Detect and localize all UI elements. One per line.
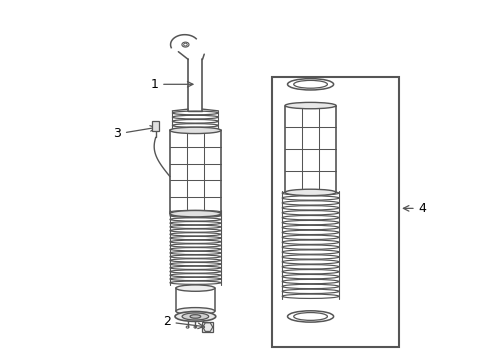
- Ellipse shape: [190, 315, 201, 318]
- Ellipse shape: [288, 311, 334, 322]
- Ellipse shape: [184, 43, 187, 46]
- Text: 2: 2: [163, 315, 204, 329]
- Bar: [271, 77, 399, 347]
- Bar: [152, 121, 159, 131]
- Text: 1: 1: [150, 78, 193, 91]
- Ellipse shape: [176, 285, 215, 291]
- Ellipse shape: [182, 42, 189, 47]
- Ellipse shape: [175, 311, 216, 321]
- Ellipse shape: [182, 313, 209, 320]
- Ellipse shape: [285, 189, 336, 195]
- Ellipse shape: [294, 80, 327, 88]
- Ellipse shape: [294, 312, 327, 320]
- Text: 3: 3: [113, 126, 156, 140]
- Ellipse shape: [176, 307, 215, 315]
- Ellipse shape: [170, 127, 221, 134]
- Bar: [202, 322, 213, 332]
- Ellipse shape: [288, 78, 334, 90]
- Text: 4: 4: [403, 202, 427, 215]
- Ellipse shape: [170, 211, 221, 217]
- Ellipse shape: [285, 102, 336, 109]
